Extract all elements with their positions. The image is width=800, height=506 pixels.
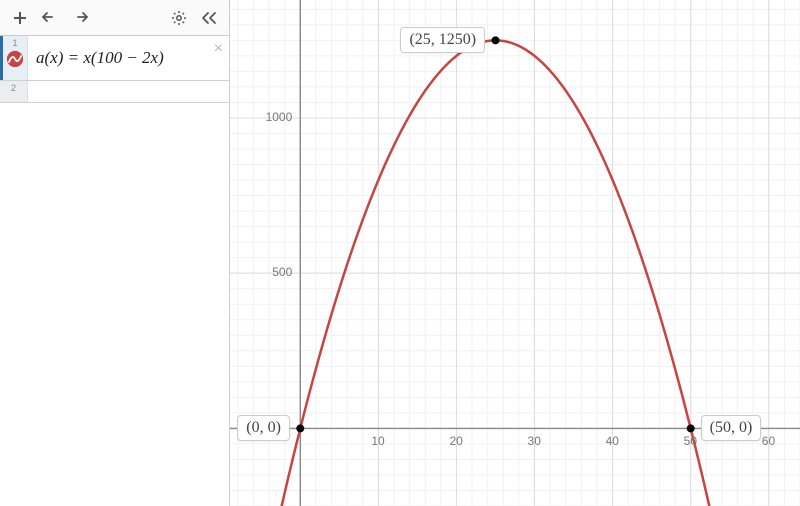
- undo-icon: [41, 11, 59, 25]
- point-label[interactable]: (0, 0): [237, 415, 290, 441]
- x-tick-label: 40: [606, 434, 619, 448]
- function-color-icon[interactable]: [6, 50, 24, 68]
- expression-gutter: 2: [0, 81, 28, 102]
- x-tick-label: 30: [528, 434, 541, 448]
- point-label[interactable]: (50, 0): [701, 415, 762, 441]
- y-tick-label: 1000: [266, 110, 293, 124]
- redo-button[interactable]: [66, 4, 94, 32]
- x-tick-label: 20: [449, 434, 462, 448]
- plotted-point[interactable]: [491, 36, 499, 44]
- undo-button[interactable]: [36, 4, 64, 32]
- expression-list: 1 a(x) = x(100 − 2x)× 2: [0, 36, 229, 103]
- redo-icon: [71, 11, 89, 25]
- app-root: 1 a(x) = x(100 − 2x)× 2 10 20 30 40 50 60 500 100…: [0, 0, 800, 506]
- expression-gutter: 1: [0, 36, 28, 80]
- chevron-double-left-icon: [201, 11, 217, 25]
- add-button[interactable]: [6, 4, 34, 32]
- graph-pane[interactable]: 10 20 30 40 50 60 500 1000 (0, 0) (25, 1250) (50, …: [230, 0, 800, 506]
- sidebar-toolbar: [0, 0, 229, 36]
- x-tick-label: 60: [762, 434, 775, 448]
- expression-index: 2: [11, 83, 16, 93]
- expression-row[interactable]: 2: [0, 81, 229, 103]
- x-tick-label: 50: [684, 434, 697, 448]
- expression-row[interactable]: 1 a(x) = x(100 − 2x)×: [0, 36, 229, 81]
- point-label[interactable]: (25, 1250): [400, 27, 485, 53]
- expression-index: 1: [12, 38, 17, 48]
- settings-button[interactable]: [165, 4, 193, 32]
- x-tick-label: 10: [371, 434, 384, 448]
- y-tick-label: 500: [272, 265, 292, 279]
- plotted-point[interactable]: [687, 424, 695, 432]
- expression-body[interactable]: a(x) = x(100 − 2x): [28, 36, 229, 80]
- plotted-point[interactable]: [296, 424, 304, 432]
- plus-icon: [13, 11, 27, 25]
- expression-sidebar: 1 a(x) = x(100 − 2x)× 2: [0, 0, 230, 506]
- collapse-button[interactable]: [195, 4, 223, 32]
- delete-expression-button[interactable]: ×: [214, 40, 223, 58]
- gear-icon: [171, 10, 187, 26]
